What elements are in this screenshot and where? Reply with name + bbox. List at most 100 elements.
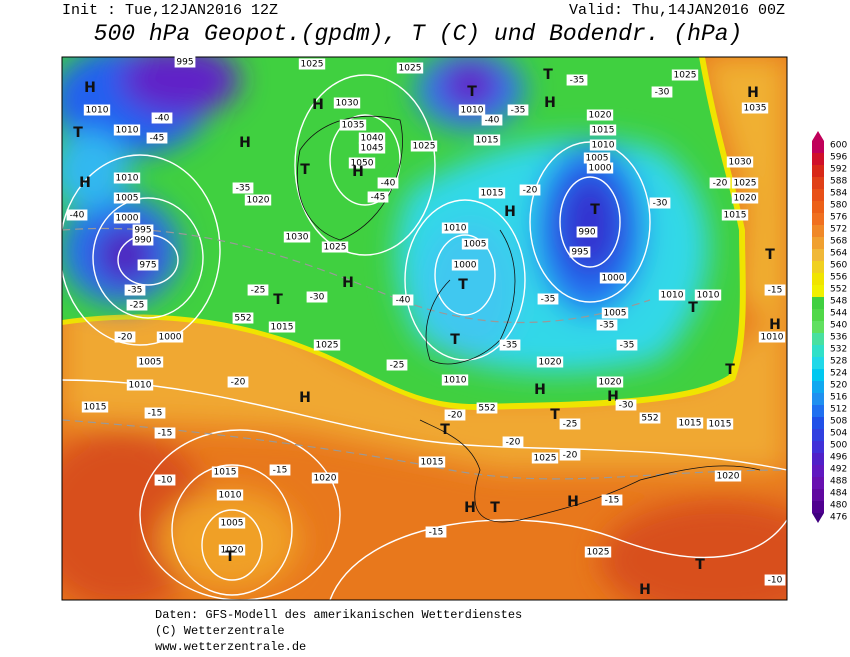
contour-label: 1025: [301, 60, 324, 70]
contour-label: 990: [578, 228, 595, 238]
contour-label: 1020: [539, 358, 562, 368]
contour-label: 1005: [116, 194, 139, 204]
contour-label: 995: [571, 248, 588, 258]
label-box: [441, 222, 469, 234]
contour-label: -20: [118, 333, 133, 343]
label-box: [311, 472, 339, 484]
contour-label: -35: [511, 106, 526, 116]
contour-label: 1020: [734, 194, 757, 204]
contour-label: 1015: [476, 136, 499, 146]
contour-label: -15: [768, 286, 783, 296]
pressure-center: T: [73, 125, 83, 141]
contour-label: 1040: [361, 134, 384, 144]
label-box: [151, 112, 173, 124]
label-box: [615, 399, 637, 411]
label-box: [126, 299, 148, 311]
contour-label: 1015: [679, 419, 702, 429]
contour-label: 1020: [599, 378, 622, 388]
colorbar-swatch: [812, 165, 824, 177]
contour-label: -40: [155, 114, 170, 124]
colorbar-swatch: [812, 333, 824, 345]
label-box: [377, 177, 399, 189]
init-time: Init : Tue,12JAN2016 12Z: [62, 2, 278, 19]
contour-label: 1025: [413, 142, 436, 152]
label-box: [396, 62, 424, 74]
pressure-center: T: [225, 549, 235, 565]
label-box: [589, 139, 617, 151]
label-box: [146, 132, 168, 144]
pressure-center: H: [639, 582, 651, 598]
pressure-center: T: [688, 300, 698, 316]
colorbar-swatch: [812, 297, 824, 309]
contour-label: 1025: [316, 341, 339, 351]
contour-label: 1025: [734, 179, 757, 189]
label-box: [174, 56, 196, 68]
contour-label: 1020: [221, 546, 244, 556]
label-box: [113, 124, 141, 136]
contour-label: 1010: [697, 291, 720, 301]
label-box: [333, 97, 361, 109]
contour-label: 1025: [587, 548, 610, 558]
colorbar-label: 532: [830, 345, 847, 355]
contour-label: 995: [176, 58, 193, 68]
colorbar-label: 528: [830, 357, 847, 367]
label-box: [676, 417, 704, 429]
colorbar-label: 536: [830, 333, 847, 343]
label-box: [298, 58, 326, 70]
label-box: [658, 289, 686, 301]
label-box: [596, 319, 618, 331]
contour-label: -35: [128, 286, 143, 296]
label-box: [731, 192, 759, 204]
contour-label: 552: [234, 314, 251, 324]
label-box: [726, 156, 754, 168]
colorbar-swatch: [812, 417, 824, 429]
label-box: [227, 376, 249, 388]
label-box: [386, 359, 408, 371]
contour-label: 1005: [604, 309, 627, 319]
contour-label: 1015: [421, 458, 444, 468]
contour-label: 1010: [592, 141, 615, 151]
contour-label: 1010: [461, 106, 484, 116]
contour-label: 1025: [324, 243, 347, 253]
colorbar-label: 476: [830, 513, 847, 523]
contour-label: 1010: [116, 126, 139, 136]
colorbar-swatch: [812, 405, 824, 417]
label-box: [132, 224, 154, 236]
colorbar-swatch: [812, 381, 824, 393]
colorbar-swatch: [812, 477, 824, 489]
contour-label: 1015: [709, 420, 732, 430]
colorbar-swatch: [812, 141, 824, 153]
contour-label: -35: [600, 321, 615, 331]
pressure-center: H: [747, 85, 759, 101]
contour-label: 1015: [84, 403, 107, 413]
contour-label: -20: [713, 179, 728, 189]
label-box: [671, 69, 699, 81]
label-box: [709, 177, 731, 189]
pressure-center: T: [300, 162, 310, 178]
label-box: [136, 356, 164, 368]
label-box: [418, 456, 446, 468]
colorbar: 600 596 592 588 584 580 576 572 568 564 560 556 552 5…: [812, 131, 847, 523]
contour-label: 1010: [116, 174, 139, 184]
pressure-center: H: [534, 382, 546, 398]
colorbar-swatch: [812, 213, 824, 225]
colorbar-swatch: [812, 261, 824, 273]
colorbar-label: 564: [830, 249, 847, 259]
contour-label: 1025: [674, 71, 697, 81]
pressure-center: H: [312, 97, 324, 113]
label-box: [741, 102, 769, 114]
colorbar-label: 556: [830, 273, 847, 283]
colorbar-label: 516: [830, 393, 847, 403]
contour-label: -35: [236, 184, 251, 194]
contour-label: 1010: [444, 224, 467, 234]
label-box: [531, 452, 559, 464]
contour-label: -30: [653, 199, 668, 209]
contour-label: -30: [655, 88, 670, 98]
label-box: [461, 238, 489, 250]
label-box: [559, 449, 581, 461]
label-box: [478, 187, 506, 199]
label-box: [583, 152, 611, 164]
label-box: [244, 194, 272, 206]
pressure-center: H: [239, 135, 251, 151]
contour-label: 1015: [592, 126, 615, 136]
